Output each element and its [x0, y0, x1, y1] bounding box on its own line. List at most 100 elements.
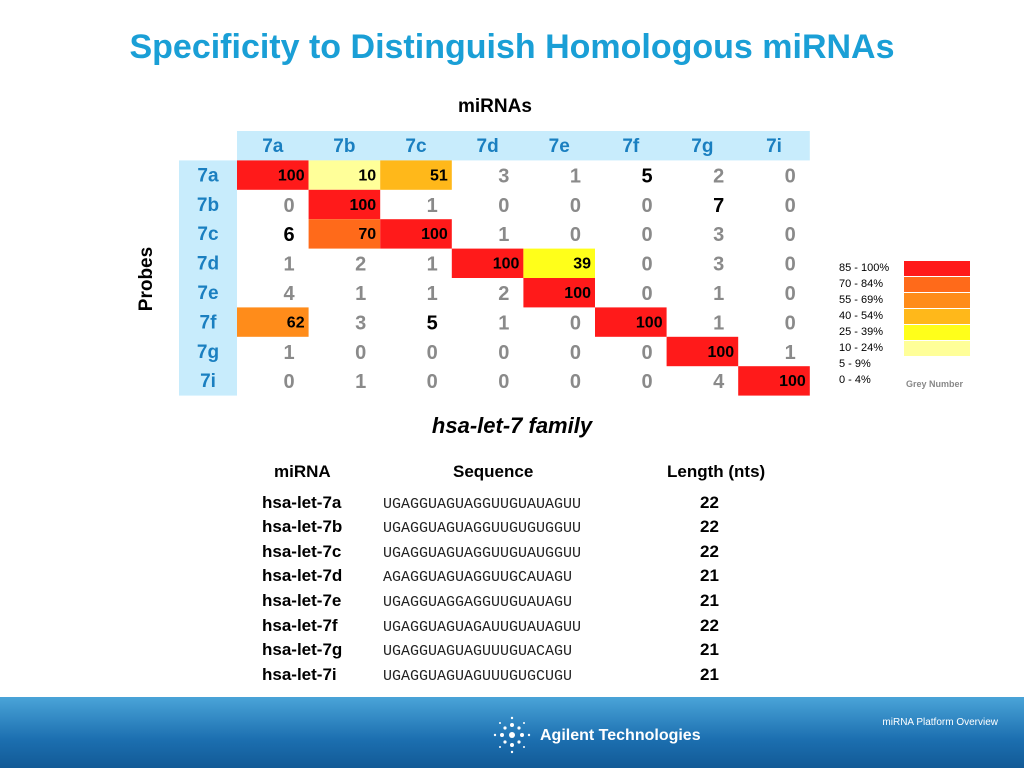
heatmap-value-label: 0: [641, 342, 652, 364]
heatmap-value-label: 100: [349, 197, 376, 214]
mirna-sequence: UGAGGUAGGAGGUUGUAUAGU: [383, 594, 573, 611]
heatmap-value-label: 1: [498, 224, 509, 246]
mirna-name: hsa-let-7g: [262, 640, 343, 659]
heatmap-value-label: 2: [498, 283, 509, 305]
row-header-bg: [179, 160, 237, 396]
heatmap-value-label: 0: [641, 195, 652, 217]
row-tick-label: 7c: [197, 224, 219, 245]
legend-label: 0 - 4%: [839, 374, 871, 386]
heatmap-cell: [523, 248, 595, 278]
heatmap-value-label: 1: [785, 342, 796, 364]
heatmap-value-label: 1: [498, 312, 509, 334]
mirna-sequence: UGAGGUAGUAGGUUGUGUGGUU: [383, 520, 582, 537]
legend-label: 25 - 39%: [839, 326, 884, 338]
mirna-sequence: UGAGGUAGUAGAUUGUAUAGUU: [383, 619, 582, 636]
heatmap-cell: [523, 278, 595, 308]
mirna-sequence: UGAGGUAGUAGUUUGUGCUGU: [383, 668, 573, 685]
heatmap-value-label: 0: [570, 342, 581, 364]
heatmap-value-label: 0: [427, 371, 438, 393]
heatmap-value-label: 0: [785, 165, 796, 187]
table-row: hsa-let-7e UGAGGUAGGAGGUUGUAUAGU 21: [0, 591, 1024, 615]
heatmap-value-label: 4: [283, 283, 295, 305]
table-row: hsa-let-7c UGAGGUAGUAGGUUGUAUGGUU 22: [0, 542, 1024, 566]
heatmap-value-label: 1: [355, 371, 366, 393]
heatmap-value-label: 2: [355, 254, 366, 276]
heatmap-value-label: 6: [283, 224, 294, 246]
mirna-name: hsa-let-7c: [262, 542, 342, 561]
mirna-sequence: UGAGGUAGUAGGUUGUAUGGUU: [383, 545, 582, 562]
heatmap-value-label: 10: [358, 167, 376, 184]
heatmap-value-label: 3: [498, 165, 509, 187]
brand-name: Agilent Technologies: [540, 727, 701, 744]
table-row: hsa-let-7g UGAGGUAGUAGUUUGUACAGU 21: [0, 640, 1024, 664]
table-row: hsa-let-7i UGAGGUAGUAGUUUGUGCUGU 21: [0, 665, 1024, 689]
heatmap-value-label: 100: [564, 285, 591, 302]
heatmap-value-label: 100: [421, 226, 448, 243]
legend-label: 40 - 54%: [839, 310, 884, 322]
column-tick-label: 7f: [622, 136, 640, 157]
heatmap-value-label: 0: [785, 254, 796, 276]
column-tick-label: 7c: [405, 136, 427, 157]
legend-swatch: [904, 261, 970, 276]
legend-note: Grey Number: [906, 379, 964, 389]
heatmap-cell: [237, 307, 309, 337]
heatmap-value-label: 0: [641, 224, 652, 246]
mirna-name: hsa-let-7d: [262, 566, 343, 585]
legend-label: 5 - 9%: [839, 358, 871, 370]
heatmap-value-label: 2: [713, 165, 724, 187]
heatmap-cell: [595, 307, 667, 337]
legend-swatch: [904, 325, 970, 340]
heatmap-value-label: 0: [570, 371, 581, 393]
mirna-name: hsa-let-7f: [262, 616, 338, 635]
heatmap-value-label: 0: [785, 283, 796, 305]
heatmap-cell: [308, 189, 381, 220]
column-tick-label: 7d: [477, 136, 499, 157]
mirna-length: 21: [700, 665, 719, 684]
legend-label: 85 - 100%: [839, 262, 890, 274]
heatmap-cell: [308, 219, 381, 249]
legend-swatch: [904, 293, 970, 308]
heatmap-cell: [666, 336, 739, 367]
heatmap-cell: [380, 219, 452, 249]
mirna-length: 21: [700, 566, 719, 585]
table-row: hsa-let-7d AGAGGUAGUAGGUUGCAUAGU 21: [0, 566, 1024, 590]
heatmap-value-label: 62: [287, 314, 305, 331]
sequence-header-mirna: miRNA: [274, 462, 331, 481]
heatmap-value-label: 1: [713, 312, 724, 334]
column-tick-label: 7a: [262, 136, 284, 157]
heatmap-cell: [237, 160, 309, 190]
column-header-bg: [237, 131, 810, 161]
heatmap-cell: [308, 160, 381, 190]
mirna-name: hsa-let-7e: [262, 591, 342, 610]
column-tick-label: 7b: [333, 136, 355, 157]
heatmap-value-label: 0: [785, 224, 796, 246]
heatmap-value-label: 100: [779, 373, 806, 390]
column-tick-label: 7e: [549, 136, 570, 157]
row-tick-label: 7i: [200, 371, 216, 392]
heatmap-cell: [738, 366, 810, 396]
row-tick-label: 7g: [197, 342, 219, 363]
heatmap-value-label: 100: [636, 314, 663, 331]
column-tick-label: 7g: [691, 136, 713, 157]
heatmap-value-label: 4: [713, 371, 725, 393]
heatmap-value-label: 0: [570, 195, 581, 217]
mirna-length: 22: [700, 542, 719, 561]
heatmap-value-label: 0: [498, 342, 509, 364]
table-row: hsa-let-7b UGAGGUAGUAGGUUGUGUGGUU 22: [0, 517, 1024, 541]
heatmap-value-label: 0: [283, 195, 294, 217]
heatmap-value-label: 5: [427, 312, 438, 334]
heatmap-value-label: 1: [283, 342, 294, 364]
mirna-length: 22: [700, 493, 719, 512]
heatmap-value-label: 0: [498, 195, 509, 217]
mirna-length: 21: [700, 591, 719, 610]
heatmap-value-label: 51: [430, 167, 448, 184]
heatmap-value-label: 0: [498, 371, 509, 393]
sequence-header-length: Length (nts): [667, 462, 766, 481]
heatmap-value-label: 0: [641, 254, 652, 276]
table-row: hsa-let-7f UGAGGUAGUAGAUUGUAUAGUU 22: [0, 616, 1024, 640]
row-tick-label: 7a: [197, 165, 219, 186]
heatmap-value-label: 3: [355, 312, 366, 334]
heatmap-value-label: 7: [713, 195, 724, 217]
legend-label: 10 - 24%: [839, 342, 884, 354]
column-tick-label: 7i: [766, 136, 782, 157]
